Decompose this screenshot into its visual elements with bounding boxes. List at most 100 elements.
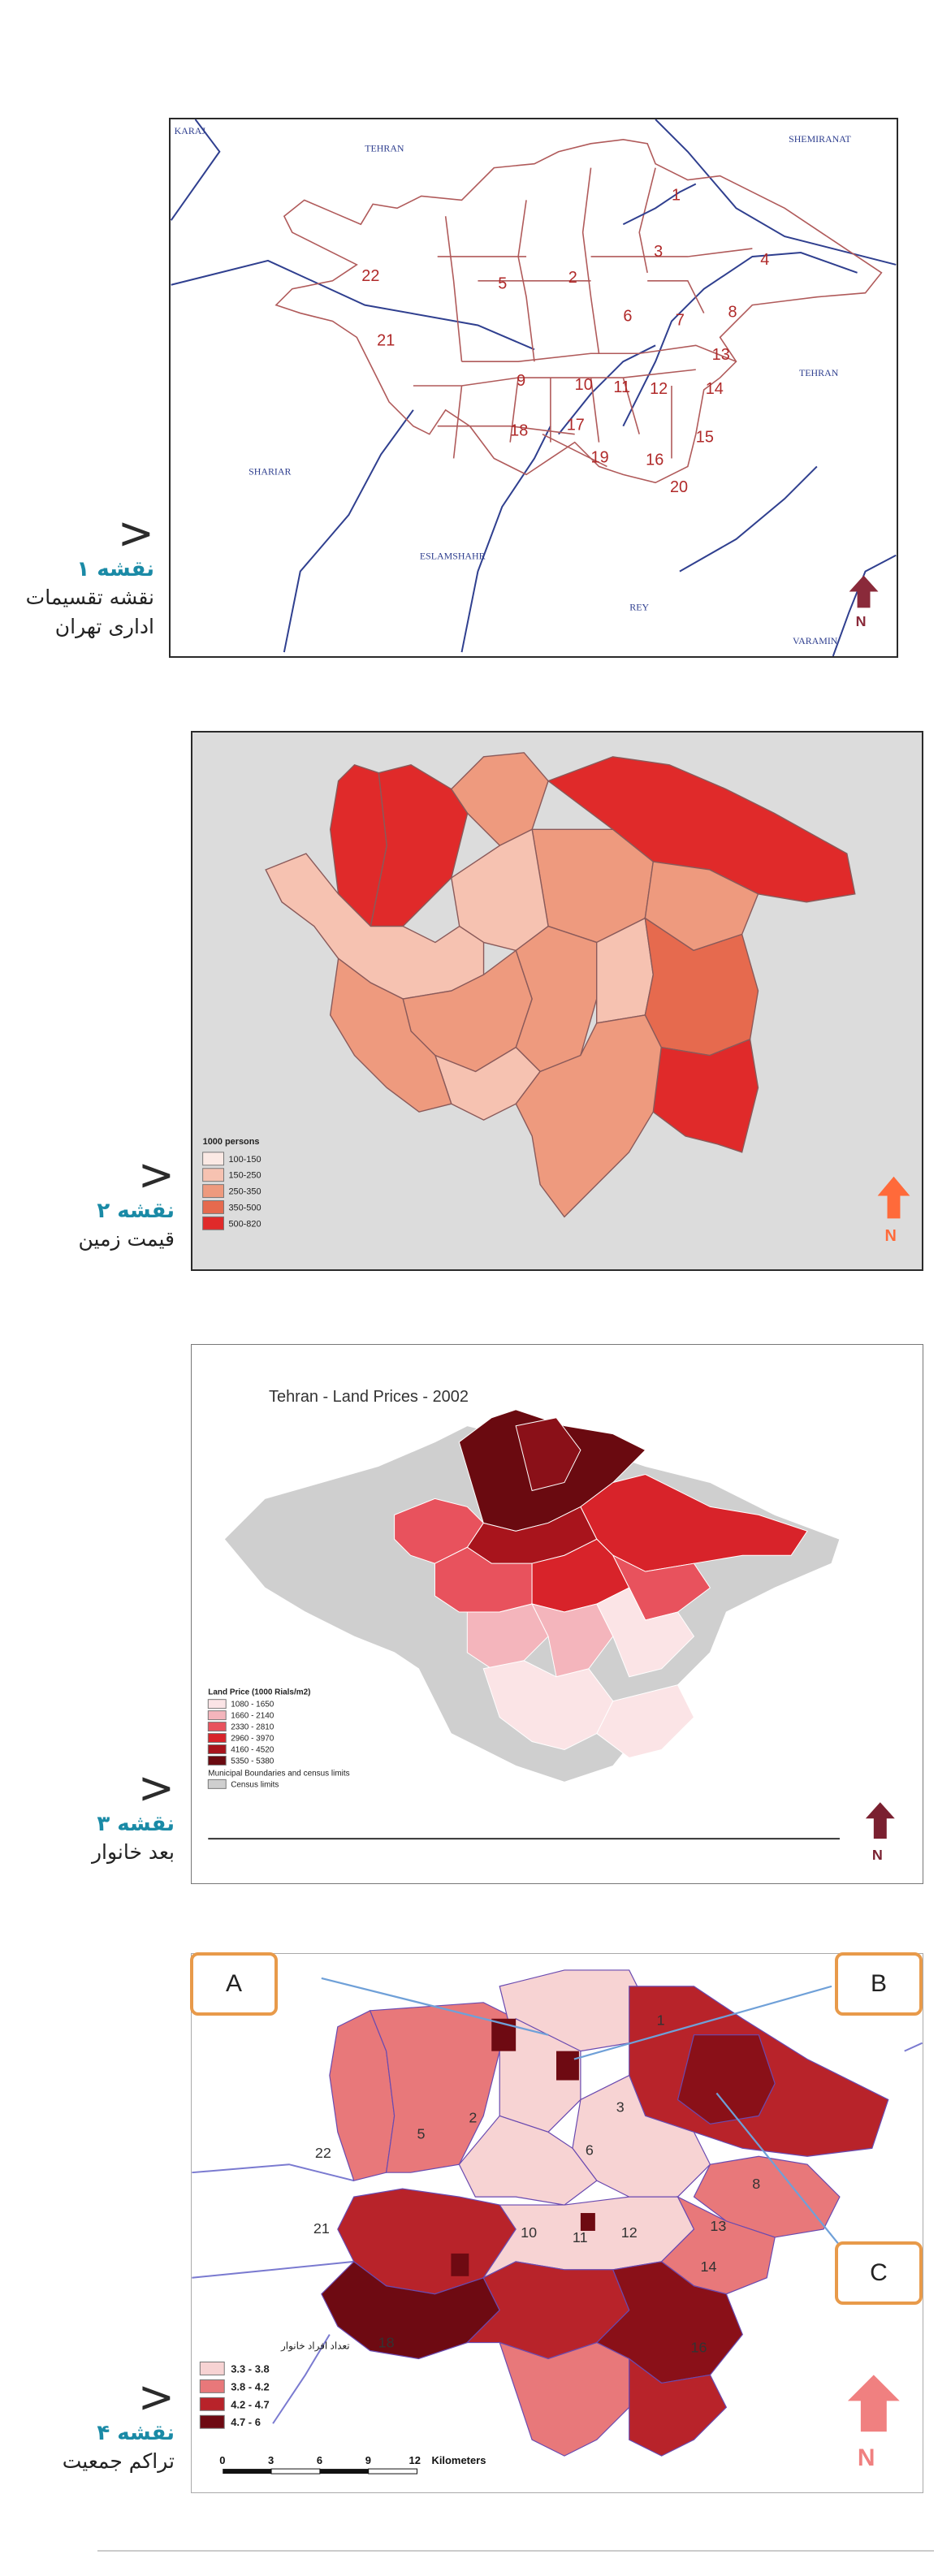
callout-arrows xyxy=(321,1977,841,2246)
district-14: 14 xyxy=(700,2258,716,2275)
land-prices-2002-map: Tehran - Land Prices - 2002 Land Price (… xyxy=(207,1388,895,1863)
district-22: 22 xyxy=(315,2145,331,2161)
district-7: 7 xyxy=(676,311,685,329)
legend-item-1: 1080 - 1650 xyxy=(231,1701,274,1709)
district-5: 5 xyxy=(498,275,507,293)
map-2-number: نقشه ۲ xyxy=(97,1199,175,1223)
callout-a-label: A xyxy=(225,1970,242,1997)
county-boundaries xyxy=(171,119,897,656)
label-tehran-top: TEHRAN xyxy=(365,143,404,154)
label-rey: REY xyxy=(629,601,649,612)
district-21: 21 xyxy=(377,331,395,349)
north-arrow-4: N xyxy=(847,2375,900,2471)
label-tehran-right: TEHRAN xyxy=(799,367,839,378)
legend-item-5: 500-820 xyxy=(228,1219,261,1229)
district-21: 21 xyxy=(313,2220,330,2237)
district-1: 1 xyxy=(672,186,681,204)
district-numbers: 1 2 3 4 5 6 7 8 9 10 11 12 13 14 15 16 1… xyxy=(361,186,769,496)
legend-item-5: 4160 - 4520 xyxy=(231,1745,274,1754)
label-shariar: SHARIAR xyxy=(249,465,291,477)
district-16: 16 xyxy=(691,2340,707,2356)
scale-0: 0 xyxy=(219,2454,225,2466)
district-9: 9 xyxy=(517,372,525,390)
map-1-number: نقشه ۱ xyxy=(76,557,154,581)
north-arrow-2: N xyxy=(877,1176,910,1245)
land-price-choropleth-map: 1000 persons 100-150 150-250 250-350 350… xyxy=(202,752,910,1245)
legend-item-4: 2960 - 3970 xyxy=(231,1735,274,1744)
district-4: 4 xyxy=(760,251,769,269)
map-3-legend: Land Price (1000 Rials/m2) 1080 - 1650 1… xyxy=(207,1688,350,1789)
district-numbers: 1 2 3 5 6 8 10 11 12 13 14 16 18 21 22 xyxy=(313,2012,760,2356)
district-16: 16 xyxy=(646,451,664,469)
label-varamin: VARAMIN xyxy=(793,635,838,646)
legend-item-1: 100-150 xyxy=(228,1155,261,1165)
map-2-caption: > نقشه ۲ قیمت زمین xyxy=(24,1153,175,1254)
bottom-divider xyxy=(97,2550,934,2552)
district-10: 10 xyxy=(521,2224,537,2241)
district-2: 2 xyxy=(469,2109,477,2125)
district-11: 11 xyxy=(573,2229,588,2245)
legend-item-4: 350-500 xyxy=(228,1203,261,1212)
legend-title: تعداد افراد خانوار xyxy=(280,2340,350,2352)
scale-6: 6 xyxy=(317,2454,322,2466)
legend-item-3: 2330 - 2810 xyxy=(231,1723,274,1732)
map-4-panel: 1 2 3 5 6 8 10 11 12 13 14 16 18 21 22 ت… xyxy=(190,1952,923,2493)
scale-bar: 0 3 6 9 12 Kilometers xyxy=(219,2454,486,2474)
legend-title: Land Price (1000 Rials/m2) xyxy=(208,1688,310,1697)
district-17: 17 xyxy=(567,417,585,434)
map-4-legend: تعداد افراد خانوار 3.3 - 3.8 3.8 - 4.2 4… xyxy=(199,2340,350,2429)
legend-item-2: 3.8 - 4.2 xyxy=(231,2380,270,2392)
district-11: 11 xyxy=(613,378,630,396)
legend-item-1: 3.3 - 3.8 xyxy=(231,2362,270,2375)
map-4-title: تراکم جمعیت xyxy=(62,2449,175,2473)
legend-extra-2: Census limits xyxy=(231,1780,279,1789)
svg-text:N: N xyxy=(856,613,867,629)
district-15: 15 xyxy=(696,429,714,447)
districts-choropleth xyxy=(265,752,856,1218)
legend-item-3: 250-350 xyxy=(228,1187,261,1197)
place-labels: KARAJ TEHRAN SHEMIRANAT TEHRAN SHARIAR E… xyxy=(175,125,852,646)
map-3-caption: > نقشه ۳ بعد خانوار xyxy=(24,1766,175,1867)
map-1-title-line-1: نقشه تقسیمات xyxy=(25,586,154,609)
legend-item-6: 5350 - 5380 xyxy=(231,1757,274,1766)
map-1-caption: > نقشه ۱ نقشه تقسیمات اداری تهران xyxy=(8,512,154,642)
administrative-districts-map: KARAJ TEHRAN SHEMIRANAT TEHRAN SHARIAR E… xyxy=(171,119,897,656)
label-shemiranat: SHEMIRANAT xyxy=(789,133,851,145)
census-blocks xyxy=(223,1409,841,1783)
callout-b-label: B xyxy=(870,1970,887,1997)
svg-text:N: N xyxy=(885,1227,897,1245)
legend-item-2: 1660 - 2140 xyxy=(231,1712,274,1721)
svg-text:N: N xyxy=(872,1847,883,1863)
district-18: 18 xyxy=(378,2335,395,2351)
dark-patches xyxy=(451,2018,595,2276)
chevron-icon: > xyxy=(117,508,154,559)
district-13: 13 xyxy=(712,346,730,364)
scale-9: 9 xyxy=(365,2454,371,2466)
callout-b: B xyxy=(835,1952,923,2016)
district-2: 2 xyxy=(568,269,577,287)
district-6: 6 xyxy=(586,2142,594,2158)
map-4-caption: > نقشه ۴ تراکم جمعیت xyxy=(24,2375,175,2476)
district-8: 8 xyxy=(752,2176,760,2192)
district-19: 19 xyxy=(591,448,609,466)
chevron-icon: > xyxy=(137,1762,175,1813)
districts-choropleth xyxy=(321,1969,889,2457)
map-3-panel: Tehran - Land Prices - 2002 Land Price (… xyxy=(191,1344,923,1884)
district-8: 8 xyxy=(728,304,737,322)
population-density-map: 1 2 3 5 6 8 10 11 12 13 14 16 18 21 22 ت… xyxy=(192,1969,923,2474)
scale-12: 12 xyxy=(409,2454,421,2466)
district-boundaries xyxy=(274,139,883,484)
district-20: 20 xyxy=(670,478,688,496)
district-18: 18 xyxy=(510,422,528,440)
callout-c-label: C xyxy=(870,2259,888,2286)
district-22: 22 xyxy=(361,267,379,285)
map-3-number: نقشه ۳ xyxy=(97,1812,175,1836)
map-1-title-line-2: اداری تهران xyxy=(54,615,154,638)
map-4-number: نقشه ۴ xyxy=(97,2421,175,2445)
map-2-title: قیمت زمین xyxy=(78,1227,175,1251)
map-3-title: بعد خانوار xyxy=(91,1840,175,1864)
outer-boundaries xyxy=(192,2042,923,2424)
chevron-icon: > xyxy=(137,1149,175,1200)
district-14: 14 xyxy=(706,380,724,398)
district-5: 5 xyxy=(417,2125,426,2142)
